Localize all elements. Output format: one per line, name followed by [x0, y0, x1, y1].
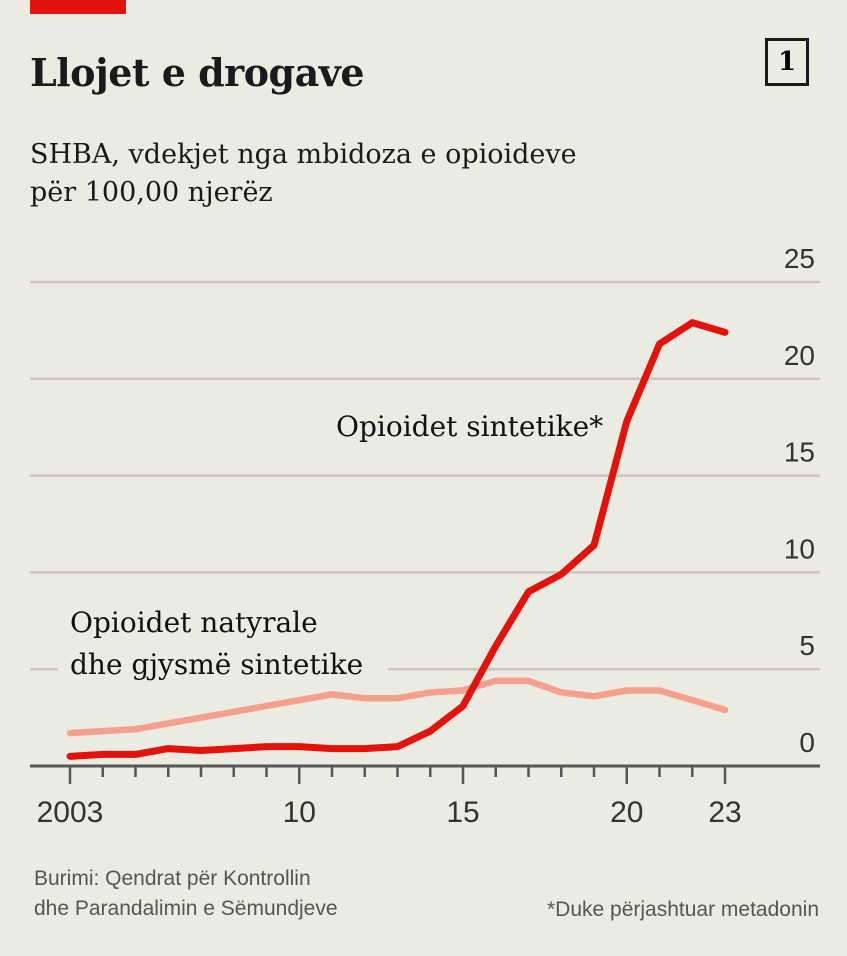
y-tick-label: 15	[784, 437, 815, 468]
y-tick-label: 10	[784, 533, 815, 564]
source-line-2: dhe Parandalimin e Sëmundjeve	[34, 897, 338, 920]
chart-number-badge: 1	[765, 38, 809, 86]
source-note: Burimi: Qendrat për Kontrollin dhe Paran…	[34, 864, 338, 924]
footnote: *Duke përjashtuar metadonin	[547, 898, 819, 921]
y-tick-label: 20	[784, 340, 815, 371]
x-tick-label: 10	[283, 796, 316, 829]
y-tick-label: 0	[799, 727, 815, 758]
x-tick-label: 15	[446, 796, 479, 829]
series-label-natural-2: dhe gjysmë sintetike	[70, 648, 363, 681]
x-tick-label: 2003	[37, 796, 104, 829]
chart-subtitle: SHBA, vdekjet nga mbidoza e opioideve pë…	[30, 136, 577, 212]
subtitle-line-1: SHBA, vdekjet nga mbidoza e opioideve	[30, 139, 577, 170]
source-line-1: Burimi: Qendrat për Kontrollin	[34, 867, 311, 890]
x-tick-label: 23	[708, 796, 741, 829]
subtitle-line-2: për 100,00 njerëz	[30, 177, 273, 208]
x-tick-label: 20	[610, 796, 643, 829]
accent-bar	[30, 0, 126, 14]
series-line-natural	[66, 677, 729, 737]
series-label-synthetic: Opioidet sintetike*	[336, 410, 603, 443]
series-label-natural-1: Opioidet natyrale	[70, 606, 318, 639]
chart-title: Llojet e drogave	[30, 50, 365, 95]
y-tick-label: 5	[799, 630, 815, 661]
label-background	[58, 602, 388, 686]
series-line-synthetic	[66, 319, 729, 760]
y-tick-label: 25	[784, 243, 815, 274]
